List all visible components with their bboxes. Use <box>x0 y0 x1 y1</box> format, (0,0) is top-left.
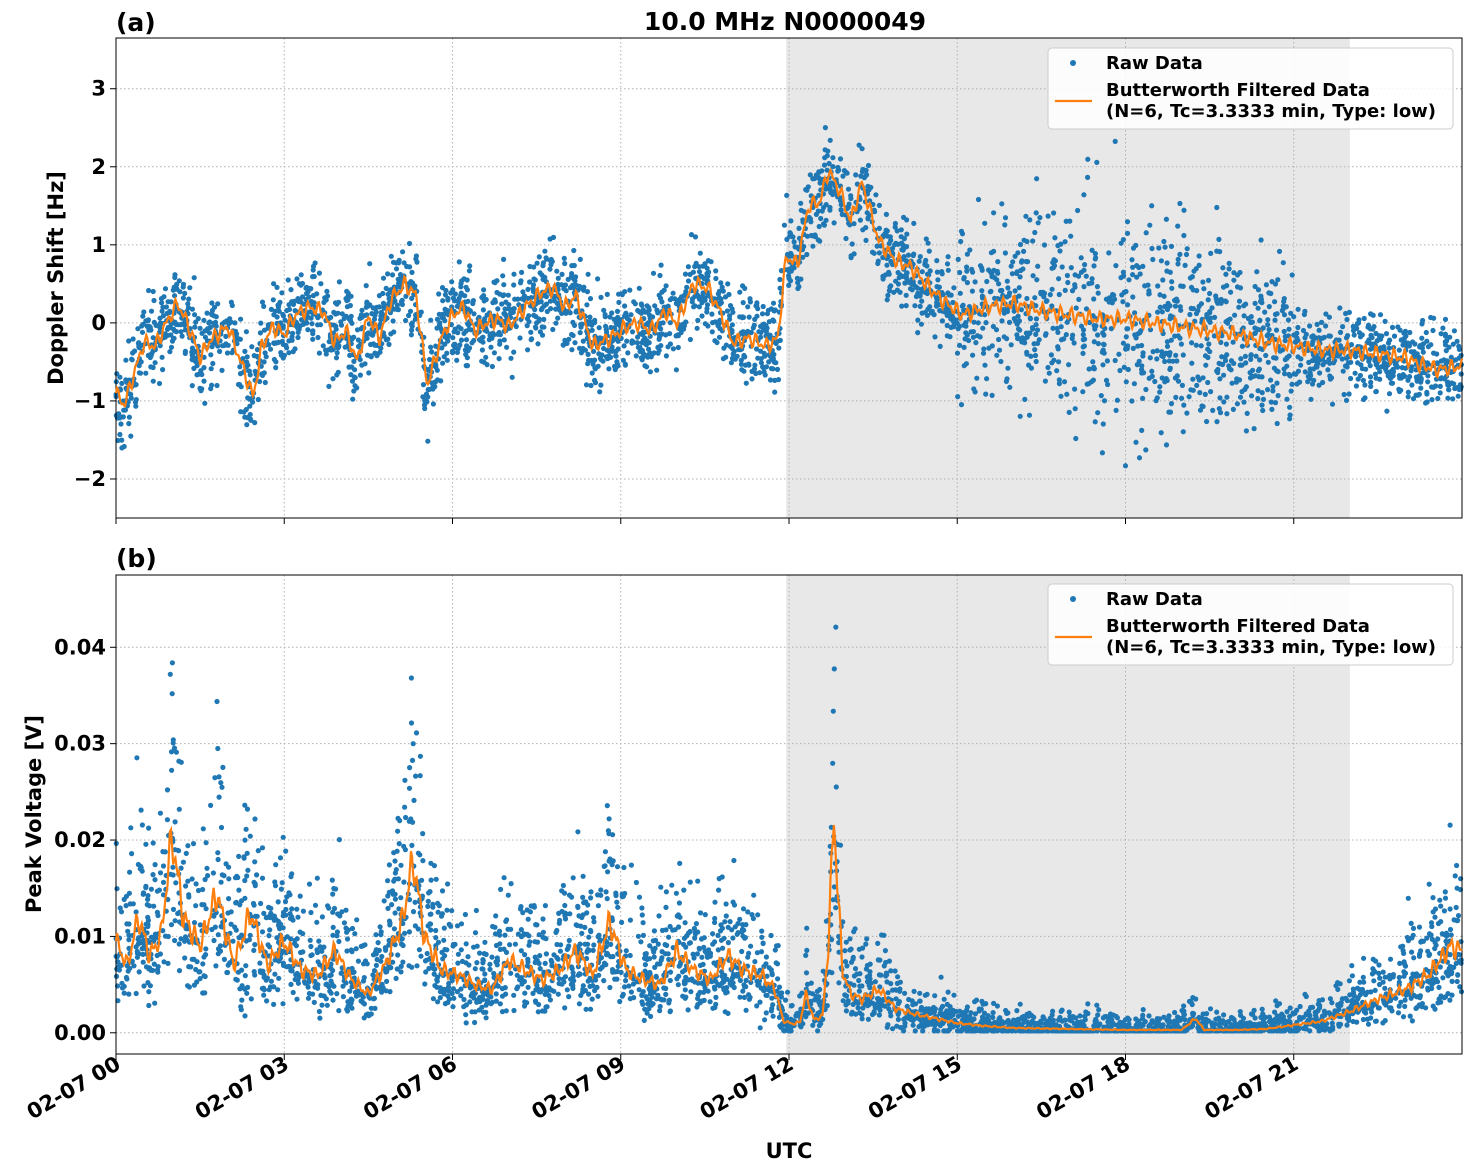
y-tick-label: −1 <box>74 389 106 413</box>
panel-b-filtered-line <box>114 824 1463 1032</box>
y-tick-label: 0 <box>91 311 106 335</box>
legend-filtered-label-2: (N=6, Tc=3.3333 min, Type: low) <box>1106 637 1436 658</box>
panel-b-x-ticks <box>115 1054 1295 1060</box>
panel-b: (b) 0.04 0.03 0.02 0.01 0.00 Peak Voltage [V… <box>22 544 1465 1060</box>
x-tick-label: 02-07 15 <box>864 1052 966 1125</box>
panel-b-label: (b) <box>116 544 157 573</box>
legend-raw-marker <box>1070 596 1076 602</box>
raw-data-points <box>113 124 1465 469</box>
legend-raw-label: Raw Data <box>1106 589 1203 610</box>
panel-a-x-ticks <box>115 518 1295 524</box>
panel-a-label: (a) <box>116 8 156 37</box>
x-axis-label: UTC <box>766 1139 813 1163</box>
legend-filtered-label-2: (N=6, Tc=3.3333 min, Type: low) <box>1106 101 1436 122</box>
y-tick-label: 0.02 <box>54 828 106 852</box>
legend-box <box>1047 583 1454 666</box>
y-tick-label: 0.04 <box>54 635 106 659</box>
x-tick-label: 02-07 12 <box>696 1052 798 1125</box>
y-tick-label: 0.03 <box>54 732 106 756</box>
y-tick-label: 2 <box>91 155 106 179</box>
x-tick-label: 02-07 21 <box>1200 1052 1302 1125</box>
panel-a: (a) 3 2 1 0 −1 −2 Doppler Shift [Hz] Raw Data… <box>44 8 1465 524</box>
panel-a-legend: Raw Data Butterworth Filtered Data (N=6,… <box>1047 47 1454 130</box>
x-tick-label: 02-07 18 <box>1032 1052 1134 1125</box>
legend-raw-label: Raw Data <box>1106 53 1203 74</box>
y-tick-label: 1 <box>91 233 106 257</box>
x-tick-labels: 02-07 00 02-07 03 02-07 06 02-07 09 02-07 12… <box>23 1052 1303 1125</box>
panel-a-y-ticks: 3 2 1 0 −1 −2 <box>74 77 116 491</box>
y-tick-label: −2 <box>74 467 106 491</box>
x-tick-label: 02-07 03 <box>191 1052 293 1125</box>
x-tick-label: 02-07 00 <box>23 1052 125 1125</box>
panel-a-raw-points <box>113 124 1465 469</box>
x-tick-label: 02-07 09 <box>527 1052 629 1125</box>
panel-b-y-ticks: 0.04 0.03 0.02 0.01 0.00 <box>54 635 116 1045</box>
legend-box <box>1047 47 1454 130</box>
panel-b-legend: Raw Data Butterworth Filtered Data (N=6,… <box>1047 583 1454 666</box>
y-tick-label: 3 <box>91 77 106 101</box>
panel-a-ylabel: Doppler Shift [Hz] <box>44 171 68 385</box>
y-tick-label: 0.00 <box>54 1021 106 1045</box>
legend-raw-marker <box>1070 60 1076 66</box>
y-tick-label: 0.01 <box>54 924 106 948</box>
panel-b-ylabel: Peak Voltage [V] <box>22 715 46 913</box>
panel-a-grid <box>116 38 1462 518</box>
legend-filtered-label-1: Butterworth Filtered Data <box>1106 616 1370 637</box>
panel-a-filtered-line <box>114 167 1464 408</box>
raw-data-points <box>113 624 1465 1034</box>
x-tick-label: 02-07 06 <box>359 1052 461 1125</box>
chart-title: 10.0 MHz N0000049 <box>644 7 926 36</box>
legend-filtered-label-1: Butterworth Filtered Data <box>1106 80 1370 101</box>
panel-b-raw-points <box>113 624 1465 1034</box>
